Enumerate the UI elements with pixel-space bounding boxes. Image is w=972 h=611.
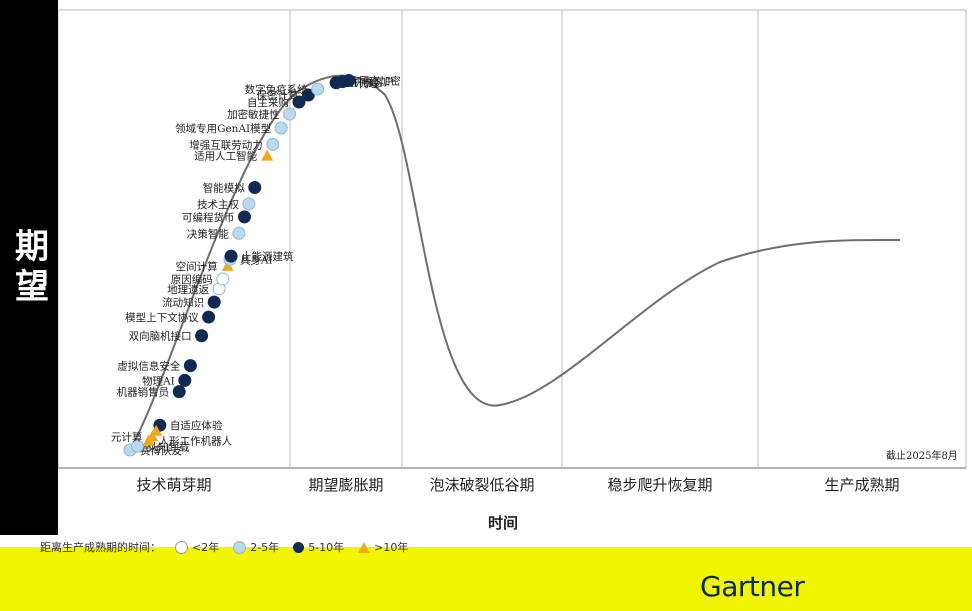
tech-point-label: 技术主权: [197, 198, 239, 211]
phase-label-plateau-of-productivity: 生产成熟期: [824, 476, 900, 494]
tech-point-label: 自适应体验: [170, 419, 223, 432]
legend-item-label: 2-5年: [250, 541, 280, 554]
tech-point-circle: [216, 272, 230, 286]
tech-point-label: 机器客户: [352, 76, 394, 89]
tech-point-label: 人形工作机器人: [159, 435, 233, 448]
tech-point-circle: [130, 439, 144, 453]
tech-point-circle: [183, 359, 197, 373]
as-of-date: 截止2025年8月: [886, 451, 958, 462]
legend-swatch-navy-circle: [293, 541, 305, 553]
legend-item-label: >10年: [374, 541, 409, 554]
plot-frame: [57, 9, 967, 469]
phase-label-slope-of-enlightenment: 稳步爬升恢复期: [607, 476, 713, 494]
footer-band: [0, 547, 972, 611]
legend-item-label: 5-10年: [308, 541, 345, 554]
tech-point-circle: [266, 137, 280, 151]
y-axis-band: 期望: [0, 0, 58, 535]
tech-point-label: 止能源建筑: [241, 250, 294, 263]
tech-point-label: 原因编码: [171, 273, 213, 286]
tech-point-triangle: [261, 149, 274, 161]
tech-point-label: 智能模拟: [203, 182, 245, 195]
tech-point-circle: [237, 210, 251, 224]
tech-point-label: 空间计算: [176, 260, 218, 273]
tech-point-circle: [248, 181, 262, 195]
tech-point-label: 决策智能: [187, 227, 229, 240]
tech-point-circle: [274, 121, 288, 135]
tech-point-label: 地理遗返: [167, 283, 209, 296]
phase-label-peak-of-expectations: 期望膨胀期: [308, 476, 384, 494]
legend-item-5to10: 5-10年: [293, 539, 344, 555]
tech-point-label: 领域专用GenAI模型: [175, 122, 271, 135]
tech-point-circle: [301, 88, 315, 102]
tech-point-label: 增强互联劳动力: [189, 138, 263, 151]
tech-point-label: 同态加密: [359, 75, 401, 88]
tech-point-label: 自主采购: [247, 96, 289, 109]
y-axis-label: 期望: [8, 227, 49, 308]
tech-point-label: 具身AI: [240, 253, 273, 266]
tech-point-label: 流动知识: [162, 296, 204, 309]
legend-swatch-white-circle: [175, 540, 188, 554]
tech-point-circle: [195, 329, 209, 343]
x-axis-title: 时间: [488, 514, 519, 532]
legend-item-2to5: 2-5年: [233, 539, 279, 555]
phase-dividers: [289, 10, 759, 468]
tech-point-circle: [172, 385, 186, 399]
tech-point-label: 机器销售员: [117, 386, 170, 399]
legend-item-gt10: >10年: [358, 539, 408, 555]
legend-item-label: <2年: [192, 541, 220, 554]
tech-point-triangle: [146, 430, 159, 442]
tech-point-triangle: [150, 424, 163, 436]
tech-point-label: 虚拟信息安全: [117, 360, 180, 373]
gartner-logo: Gartner: [700, 570, 805, 603]
tech-point-label: 赛博队友: [140, 444, 182, 457]
legend: 距离生产成熟期的时间： <2年 2-5年 5-10年 >10年: [40, 538, 408, 556]
tech-point-label: 双向脑机接口: [129, 330, 192, 343]
tech-point-circle: [311, 82, 325, 96]
legend-swatch-orange-triangle: [358, 541, 371, 553]
legend-title: 距离生产成熟期的时间：: [40, 541, 161, 554]
tech-point-label: 保密计算: [256, 89, 298, 102]
tech-point-circle: [178, 373, 192, 387]
tech-point-circle: [342, 74, 356, 88]
tech-point-label: 可编程货币: [182, 211, 235, 224]
tech-point-circle: [283, 107, 297, 121]
tech-point-label: 模型上下文协议: [125, 311, 199, 324]
hype-curve: [129, 74, 901, 451]
tech-point-label: 数字免疫系统: [245, 83, 308, 96]
tech-point-circle: [202, 310, 216, 324]
tech-point-label: 元计算: [111, 430, 143, 443]
tech-point-label: 适用人工智能: [194, 150, 257, 163]
tech-point-label: 认知卸载: [147, 440, 189, 453]
tech-point-circle: [207, 295, 221, 309]
legend-item-lt2: <2年: [175, 539, 219, 555]
phase-label-trough-of-disillusionment: 泡沫破裂低谷期: [429, 476, 535, 494]
tech-point-label: 物理AI: [142, 374, 175, 387]
tech-point-circle: [242, 197, 256, 211]
tech-point-circle: [224, 249, 238, 263]
tech-point-label: 加密敏捷性: [227, 108, 280, 121]
tech-point-circle: [292, 95, 306, 109]
legend-swatch-light-blue-circle: [233, 540, 247, 554]
phase-label-innovation-trigger: 技术萌芽期: [136, 476, 212, 494]
tech-point-circle: [232, 226, 246, 240]
